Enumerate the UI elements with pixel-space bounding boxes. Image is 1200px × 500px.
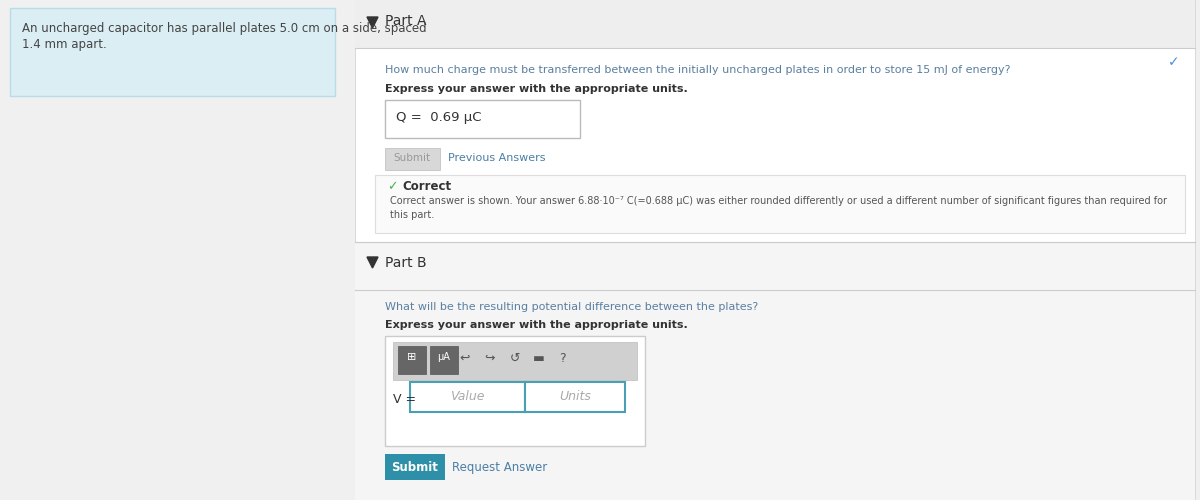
Text: Q =  0.69 μC: Q = 0.69 μC [396,111,481,124]
Text: μA: μA [438,352,450,362]
Bar [355,0,1195,48]
Bar [526,382,625,412]
Text: ✓: ✓ [1169,55,1180,69]
Bar [410,382,526,412]
Text: Submit: Submit [391,461,438,474]
Text: 1.4 mm apart.: 1.4 mm apart. [22,38,107,51]
Text: ?: ? [559,352,565,365]
Text: Correct answer is shown. Your answer 6.88·10⁻⁷ C(=0.688 μC) was either rounded d: Correct answer is shown. Your answer 6.8… [390,196,1166,206]
Bar [430,346,458,374]
Bar [394,342,637,380]
Bar [374,175,1186,233]
Text: Units: Units [559,390,590,403]
Bar [355,0,1195,500]
Polygon shape [367,257,378,268]
Text: ▬: ▬ [533,352,545,365]
Text: ✓: ✓ [386,180,397,193]
Text: Correct: Correct [402,180,451,193]
Bar [385,100,580,138]
Bar [355,242,1195,290]
Bar [385,148,440,170]
Text: ↩: ↩ [460,352,470,365]
Text: Express your answer with the appropriate units.: Express your answer with the appropriate… [385,84,688,94]
Text: ↪: ↪ [485,352,496,365]
Text: What will be the resulting potential difference between the plates?: What will be the resulting potential dif… [385,302,758,312]
Bar [355,290,1195,500]
Bar [10,8,335,96]
Text: Part B: Part B [385,256,427,270]
Bar [398,346,426,374]
Bar [385,336,646,446]
Text: Previous Answers: Previous Answers [448,153,546,163]
Text: V =: V = [394,393,416,406]
Text: ⊞: ⊞ [407,352,416,362]
Text: this part.: this part. [390,210,434,220]
Text: Submit: Submit [394,153,431,163]
Text: An uncharged capacitor has parallel plates 5.0 cm on a side, spaced: An uncharged capacitor has parallel plat… [22,22,427,35]
Polygon shape [367,17,378,28]
Text: Value: Value [450,390,485,403]
Bar [385,454,445,480]
Text: How much charge must be transferred between the initially uncharged plates in or: How much charge must be transferred betw… [385,65,1010,75]
Text: Express your answer with the appropriate units.: Express your answer with the appropriate… [385,320,688,330]
Text: ↺: ↺ [510,352,521,365]
Text: Request Answer: Request Answer [452,461,547,474]
Text: Part A: Part A [385,14,426,28]
